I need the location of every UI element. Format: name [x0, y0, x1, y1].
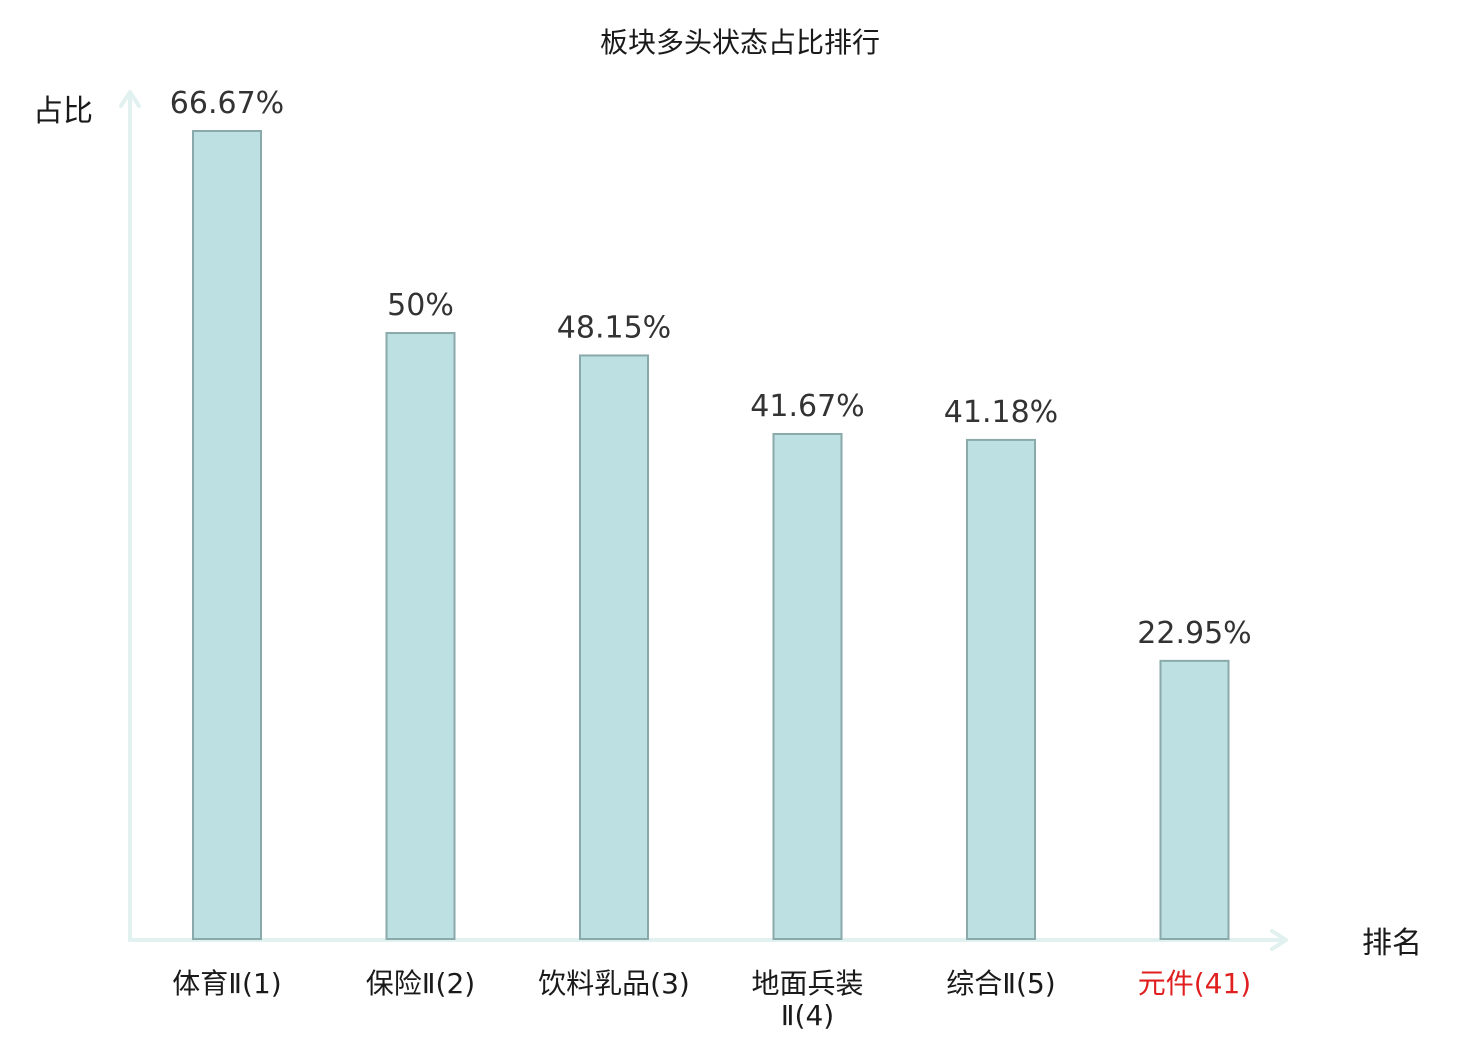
- value-label-4: 41.67%: [750, 389, 864, 424]
- bars-group: [192, 130, 1230, 941]
- category-label-6: 元件(41): [1138, 967, 1251, 1000]
- category-label-4: 地面兵装 Ⅱ(4): [751, 967, 863, 1032]
- value-label-6: 22.95%: [1137, 616, 1251, 651]
- chart-title: 板块多头状态占比排行: [600, 26, 880, 59]
- bar-4: [772, 432, 843, 940]
- category-label-line: Ⅱ(4): [781, 999, 834, 1032]
- category-label-line: 保险Ⅱ(2): [366, 967, 475, 1000]
- category-label-line: 体育Ⅱ(1): [172, 967, 281, 1000]
- bar-5: [966, 438, 1036, 940]
- bar-1: [192, 130, 262, 940]
- category-label-line: 元件(41): [1138, 967, 1251, 1000]
- value-label-2: 50%: [387, 288, 454, 323]
- value-label-1: 66.67%: [170, 86, 284, 121]
- bar-2: [385, 332, 456, 941]
- x-axis-title: 排名: [1362, 926, 1422, 961]
- value-labels-group: 66.67% 50% 48.15% 41.67% 41.18% 22.95%: [170, 86, 1252, 651]
- y-axis: [119, 90, 141, 942]
- category-label-line: 综合Ⅱ(5): [946, 967, 1055, 1000]
- category-label-line: 饮料乳品(3): [538, 967, 690, 1000]
- category-label-1: 体育Ⅱ(1): [172, 967, 281, 1000]
- bar-6: [1159, 659, 1230, 941]
- category-labels-group: 体育Ⅱ(1) 保险Ⅱ(2) 饮料乳品(3) 地面兵装 Ⅱ(4) 综合Ⅱ(5) 元件(41): [172, 967, 1251, 1032]
- category-label-5: 综合Ⅱ(5): [946, 967, 1055, 1000]
- category-label-line: 地面兵装: [751, 967, 863, 1000]
- y-axis-title: 占比: [33, 94, 93, 129]
- category-label-2: 保险Ⅱ(2): [366, 967, 475, 1000]
- x-axis: [128, 929, 1288, 951]
- value-label-5: 41.18%: [944, 395, 1058, 430]
- category-label-3: 饮料乳品(3): [538, 967, 690, 1000]
- bar-3: [579, 354, 649, 940]
- value-label-3: 48.15%: [557, 310, 671, 345]
